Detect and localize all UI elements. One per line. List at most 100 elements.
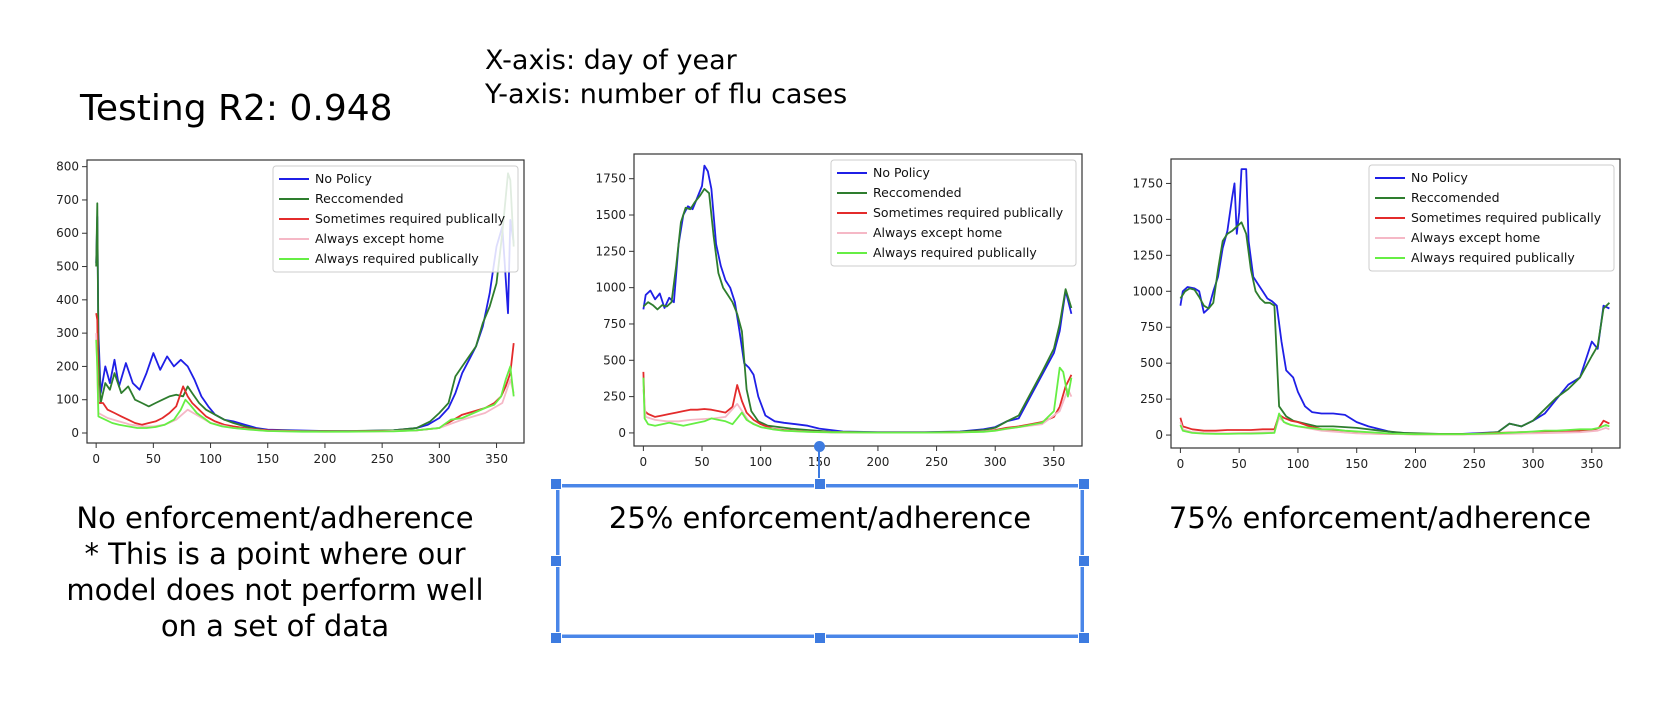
x-tick-label: 100 [749,455,772,469]
x-tick-label: 300 [984,455,1007,469]
y-tick-label: 1750 [595,172,626,186]
caption-line-1: No enforcement/adherence [76,501,474,535]
x-tick-label: 50 [146,452,161,466]
y-tick-label: 750 [603,317,626,331]
testing-r2-label: Testing R2: 0.948 [80,88,393,129]
legend-label: Reccomended [1411,190,1500,205]
chart-25-percent-enforcement[interactable]: 0501001502002503003500250500750100012501… [580,152,1100,482]
y-tick-label: 250 [1140,392,1163,406]
y-tick-label: 0 [618,426,626,440]
legend-label: Reccomended [873,185,962,200]
resize-handle-top-right[interactable] [1078,478,1090,490]
resize-handle-bottom-right[interactable] [1078,632,1090,644]
text-box-selection-frame[interactable] [556,484,1084,638]
x-tick-label: 50 [1232,457,1247,471]
legend-label: Always required publically [315,251,479,266]
legend-label: Always required publically [873,245,1037,260]
y-axis-note: Y-axis: number of flu cases [485,79,848,110]
caption-line-3: model does not perform well [66,573,484,607]
y-tick-label: 600 [56,226,79,240]
x-tick-label: 0 [1177,457,1185,471]
y-tick-label: 100 [56,393,79,407]
y-tick-label: 400 [56,293,79,307]
caption-line-2: * This is a point where our [84,537,466,571]
y-tick-label: 0 [1155,428,1163,442]
x-tick-label: 150 [256,452,279,466]
legend-box [830,159,1077,267]
y-tick-label: 500 [1140,356,1163,370]
x-tick-label: 100 [199,452,222,466]
y-tick-label: 1250 [1132,248,1163,262]
legend-label: Sometimes required publically [315,211,506,226]
x-tick-label: 100 [1286,457,1309,471]
x-tick-label: 250 [371,452,394,466]
x-tick-label: 300 [1522,457,1545,471]
y-tick-label: 1250 [595,244,626,258]
x-tick-label: 250 [1463,457,1486,471]
legend-label: Always except home [873,225,1003,240]
resize-handle-top-left[interactable] [550,478,562,490]
y-tick-label: 750 [1140,320,1163,334]
series-line-4 [642,366,1073,434]
x-axis-note: X-axis: day of year [485,45,737,76]
x-tick-label: 0 [92,452,100,466]
resize-handle-bottom-middle[interactable] [814,632,826,644]
series-line-4 [95,339,515,433]
legend-label: No Policy [1411,170,1469,185]
resize-handle-top-middle[interactable] [814,478,826,490]
caption-75-text: 75% enforcement/adherence [1168,501,1592,535]
y-tick-label: 1500 [1132,212,1163,226]
y-tick-label: 1000 [595,281,626,295]
legend-label: No Policy [873,165,931,180]
legend-label: Always required publically [1411,250,1575,265]
x-tick-label: 350 [485,452,508,466]
y-tick-label: 700 [56,193,79,207]
x-tick-label: 0 [640,455,648,469]
x-tick-label: 350 [1042,455,1065,469]
resize-handle-middle-right[interactable] [1078,555,1090,567]
x-tick-label: 200 [313,452,336,466]
legend-label: No Policy [315,171,373,186]
series-line-1 [95,172,515,432]
legend-label: Always except home [1411,230,1541,245]
series-line-2 [95,313,515,433]
legend-box [1368,164,1615,272]
legend-box [272,165,519,273]
y-tick-label: 300 [56,326,79,340]
x-tick-label: 200 [866,455,889,469]
caption-line-4: on a set of data [160,609,390,643]
legend-label: Sometimes required publically [873,205,1064,220]
y-tick-label: 1750 [1132,176,1163,190]
caption-25-percent: 25% enforcement/adherence [556,500,1084,536]
legend-label: Always except home [315,231,445,246]
x-tick-label: 300 [428,452,451,466]
x-tick-label: 350 [1580,457,1603,471]
legend-label: Reccomended [315,191,404,206]
y-tick-label: 800 [56,160,79,174]
rotation-handle-stem [818,450,820,484]
series-line-1 [1179,221,1611,435]
resize-handle-middle-left[interactable] [550,555,562,567]
y-tick-label: 500 [603,353,626,367]
caption-75-percent: 75% enforcement/adherence [1130,500,1630,536]
y-tick-label: 0 [71,426,79,440]
legend-label: Sometimes required publically [1411,210,1602,225]
y-tick-label: 200 [56,359,79,373]
series-line-4 [1179,412,1610,436]
caption-no-enforcement: No enforcement/adherence * This is a poi… [40,500,510,644]
x-tick-label: 250 [925,455,948,469]
caption-25-text[interactable]: 25% enforcement/adherence [608,501,1032,535]
x-tick-label: 50 [694,455,709,469]
axis-description: X-axis: day of year Y-axis: number of fl… [485,44,847,112]
chart-75-percent-enforcement[interactable]: 0 50 100 150 200 250 300 350 0 250 500 750 1000 1250 1… [1118,157,1638,487]
y-tick-label: 1500 [595,208,626,222]
resize-handle-bottom-left[interactable] [550,632,562,644]
chart-no-enforcement[interactable]: 0 50 100 150 200 250 300 350 0 100 200 300 400 500 600… [38,158,558,488]
series-line-1 [642,188,1073,434]
rotation-handle[interactable] [814,441,825,452]
x-tick-label: 200 [1404,457,1427,471]
y-tick-label: 250 [603,390,626,404]
y-tick-label: 1000 [1132,284,1163,298]
y-tick-label: 500 [56,260,79,274]
x-tick-label: 150 [1345,457,1368,471]
